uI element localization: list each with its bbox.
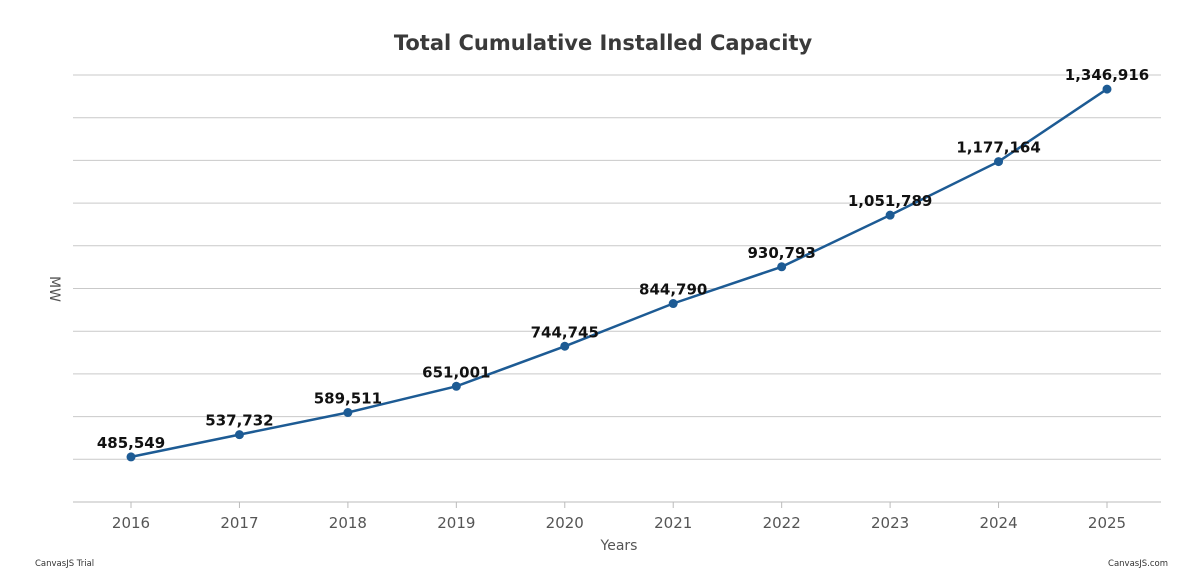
x-axis-title: Years xyxy=(600,538,638,554)
data-markers xyxy=(126,84,1112,462)
data-label: 1,177,164 xyxy=(956,139,1040,157)
data-point[interactable] xyxy=(343,408,353,418)
data-label: 1,346,916 xyxy=(1065,66,1149,84)
x-tick-label: 2021 xyxy=(654,514,692,532)
y-axis-title: MW xyxy=(46,276,62,302)
data-point[interactable] xyxy=(777,262,787,272)
x-tick-label: 2023 xyxy=(871,514,909,532)
data-label: 537,732 xyxy=(205,412,273,430)
data-point[interactable] xyxy=(560,341,570,351)
data-point[interactable] xyxy=(234,430,244,440)
x-tick-label: 2017 xyxy=(220,514,258,532)
data-label: 651,001 xyxy=(422,363,490,381)
x-tick-label: 2019 xyxy=(437,514,475,532)
data-point[interactable] xyxy=(126,452,136,462)
data-point[interactable] xyxy=(668,299,678,309)
grid-lines xyxy=(73,74,1161,460)
x-tick-label: 2018 xyxy=(329,514,367,532)
data-label: 930,793 xyxy=(748,244,816,262)
x-tick-label: 2024 xyxy=(979,514,1017,532)
x-tick-label: 2025 xyxy=(1088,514,1126,532)
data-label: 485,549 xyxy=(97,434,165,452)
series-line xyxy=(130,88,1108,459)
x-tick-labels: 2016 2017 2018 2019 2020 2021 2022 2023 2024 2025 xyxy=(112,502,1126,532)
credit-right[interactable]: CanvasJS.com xyxy=(1108,559,1168,569)
data-labels: 485,549 537,732 589,511 651,001 744,745 844,7… xyxy=(97,66,1149,452)
credit-left[interactable]: CanvasJS Trial xyxy=(35,559,94,569)
data-point[interactable] xyxy=(1102,84,1112,94)
chart-title: Total Cumulative Installed Capacity xyxy=(394,31,813,55)
data-label: 844,790 xyxy=(639,281,707,299)
data-point[interactable] xyxy=(994,157,1004,167)
x-tick-label: 2020 xyxy=(546,514,584,532)
x-tick-label: 2016 xyxy=(112,514,150,532)
data-point[interactable] xyxy=(451,381,461,391)
data-label: 1,051,789 xyxy=(848,192,932,210)
x-tick-label: 2022 xyxy=(763,514,801,532)
data-label: 589,511 xyxy=(314,390,382,408)
data-point[interactable] xyxy=(885,210,895,220)
data-label: 744,745 xyxy=(531,323,599,341)
